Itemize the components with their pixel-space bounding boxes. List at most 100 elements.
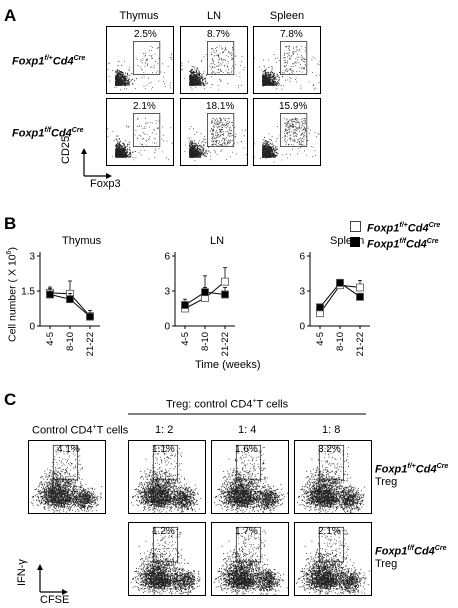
axis-arrows-c <box>37 564 68 595</box>
flow-plot-a-ff-ln: 18.1% <box>180 98 248 166</box>
flow-plot-c-ff-1-8: 2.1% <box>294 522 372 596</box>
row-c1-suffix: Treg <box>375 476 398 488</box>
legend-label-f+: Foxp1f/+Cd4Cre <box>367 222 441 235</box>
axis-label-foxp3: Foxp3 <box>90 178 121 190</box>
gate-percent: 1.1% <box>152 444 175 455</box>
ratio-1-2: 1: 2 <box>155 424 174 436</box>
y-tick-label: 0 <box>164 322 170 333</box>
header-line <box>128 413 366 415</box>
flow-dots <box>181 45 245 91</box>
ratio-1-8: 1: 8 <box>322 424 341 436</box>
subplot-title: Thymus <box>62 235 102 247</box>
flow-plot-c-f+-1-2: 1.1% <box>128 440 206 514</box>
flow-plot-a-ff-spleen: 15.9% <box>253 98 321 166</box>
flow-dots <box>107 118 173 161</box>
gate-rect <box>132 41 161 75</box>
data-point-open <box>356 283 364 292</box>
y-tick-label: 6 <box>299 252 305 263</box>
gate-percent: 8.7% <box>207 29 230 40</box>
y-tick-label: 0 <box>299 322 305 333</box>
y-tick-label: 6 <box>164 252 170 263</box>
x-tick-label: 21-22 <box>355 332 366 356</box>
ratio-1-4: 1: 4 <box>238 424 257 436</box>
flow-dots <box>107 45 173 91</box>
data-point-filled <box>201 288 209 297</box>
data-point-filled <box>221 290 229 299</box>
x-axis-label-b: Time (weeks) <box>195 359 261 371</box>
gate-rect <box>235 526 262 563</box>
filled-square-icon <box>350 237 360 247</box>
gate-rect <box>235 444 262 481</box>
subplot-title: Spleen <box>330 235 364 247</box>
series-line <box>319 284 361 314</box>
gate-rect <box>206 113 235 147</box>
data-point-filled <box>86 312 94 321</box>
axis-label-ifn-gamma: IFN-γ <box>16 559 28 586</box>
flow-plot-c-f+-1-4: 1.6% <box>211 440 289 514</box>
flow-dots <box>254 45 320 90</box>
axis-label-cd25: CD25 <box>60 135 72 164</box>
col-title-ln: LN <box>206 10 222 22</box>
x-tick-label: 4-5 <box>45 332 56 346</box>
flow-dots <box>214 446 288 513</box>
flow-dots <box>295 529 370 595</box>
gate-rect <box>132 113 161 147</box>
gate-percent: 2.1% <box>133 101 156 112</box>
flow-plot-a-f+-thymus: 2.5% <box>106 26 174 94</box>
flow-dots <box>31 447 102 513</box>
gate-rect <box>279 113 308 147</box>
flow-plot-c-ff-1-4: 1.7% <box>211 522 289 596</box>
data-point-filled <box>66 295 74 304</box>
flow-plot-c-ff-1-2: 1.2% <box>128 522 206 596</box>
gate-percent: 2.1% <box>318 526 341 537</box>
y-tick-label: 3 <box>164 287 170 298</box>
x-tick-label: 4-5 <box>315 332 326 346</box>
y-tick-label: 0 <box>29 322 35 333</box>
gate-percent: 1.2% <box>152 526 175 537</box>
x-tick-label: 4-5 <box>180 332 191 346</box>
control-label: Control CD4+T cells <box>32 424 129 437</box>
gate-percent: 1.7% <box>235 526 258 537</box>
panel-a-letter: A <box>4 6 17 25</box>
gate-percent: 4.1% <box>57 444 80 455</box>
gate-percent: 18.1% <box>206 101 235 112</box>
axis-label-cfse: CFSE <box>40 594 70 606</box>
gate-rect <box>279 41 308 75</box>
chart-b: Thymus 0 1.5 3 4-5 8-10 21-22 LN 0 3 6 4-5 8-10 21-22… <box>21 235 370 356</box>
gate-rect <box>206 41 235 75</box>
col-title-thymus: Thymus <box>119 10 159 22</box>
flow-dots <box>130 528 201 595</box>
gate-percent: 2.5% <box>134 29 157 40</box>
gate-rect <box>318 444 345 481</box>
x-tick-label: 8-10 <box>200 332 211 351</box>
data-point-filled <box>316 303 324 312</box>
subplot-title: LN <box>210 235 224 247</box>
row-c2-suffix: Treg <box>375 558 398 570</box>
y-tick-label: 1.5 <box>21 287 35 298</box>
panel-c-letter: C <box>4 390 17 409</box>
flow-plot-a-ff-thymus: 2.1% <box>106 98 174 166</box>
x-tick-label: 21-22 <box>85 332 96 356</box>
flow-plot-a-f+-ln: 8.7% <box>180 26 248 94</box>
y-axis-label-b: Cell number ( X 106) <box>6 247 19 342</box>
data-point-filled <box>356 292 364 301</box>
row-a1-genotype: Foxp1f/+Cd4Cre <box>12 55 86 68</box>
x-tick-label: 8-10 <box>65 332 76 351</box>
flow-plot-c-control: 4.1% <box>28 440 106 514</box>
row-c2-genotype: Foxp1f/fCd4Cre <box>375 545 447 558</box>
y-tick-label: 3 <box>299 287 305 298</box>
panel-c-header: Treg: control CD4+T cells <box>166 398 289 411</box>
data-point-filled <box>336 278 344 287</box>
y-tick-label: 3 <box>29 252 35 263</box>
flow-dots <box>297 446 366 513</box>
x-tick-label: 21-22 <box>220 332 231 356</box>
x-tick-label: 8-10 <box>335 332 346 351</box>
flow-dots <box>213 528 288 595</box>
row-a2-genotype: Foxp1f/fCd4Cre <box>12 127 84 140</box>
data-point-filled <box>181 301 189 309</box>
gate-percent: 3.2% <box>318 444 341 455</box>
panel-b-letter: B <box>4 214 17 233</box>
gate-percent: 1.6% <box>235 444 258 455</box>
flow-dots <box>184 117 247 162</box>
data-point-open <box>221 277 229 286</box>
